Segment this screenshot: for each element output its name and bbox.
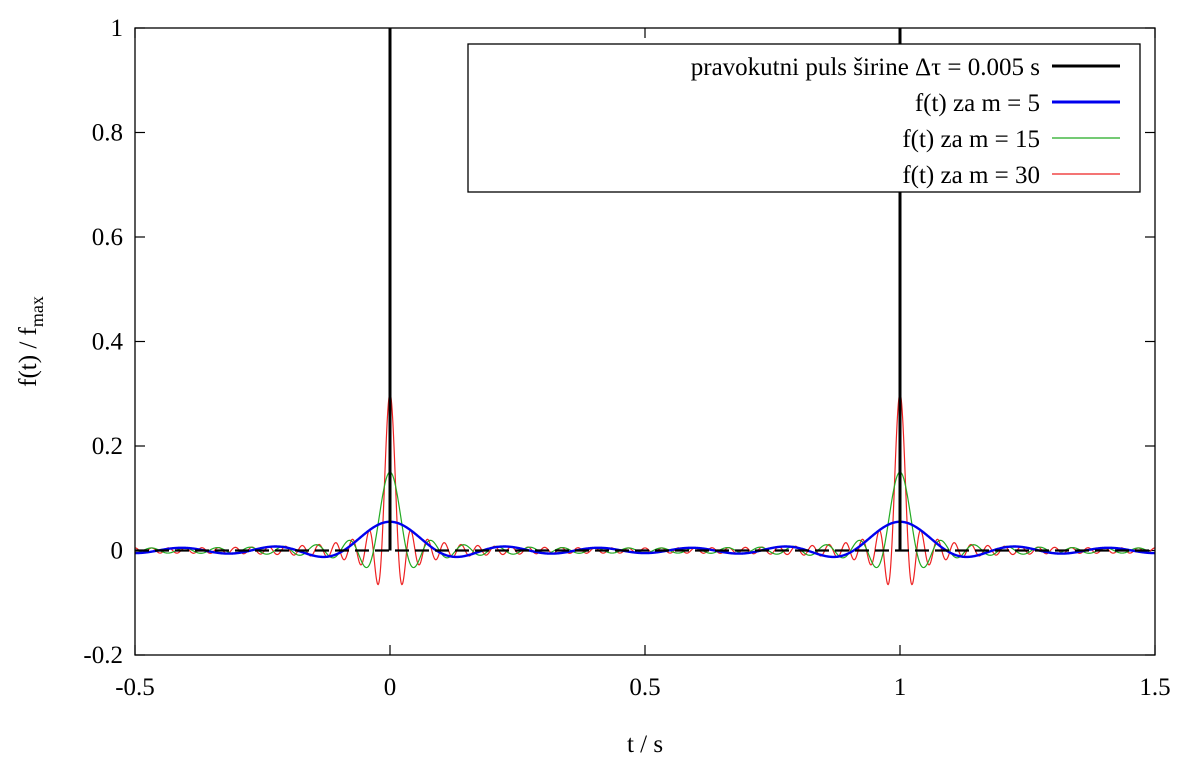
x-tick-label: 0 — [384, 674, 397, 701]
rect-pulse-bar — [388, 28, 392, 551]
x-tick-label: 0.5 — [629, 674, 660, 701]
y-tick-label: 0.2 — [92, 433, 123, 460]
x-tick-label: 1.5 — [1139, 674, 1170, 701]
y-tick-label: 1 — [111, 15, 124, 42]
series-line-m5 — [135, 520, 1155, 559]
legend-label-m30: f(t) za m = 30 — [902, 162, 1040, 189]
y-axis-label-subscript: max — [27, 296, 47, 327]
plot-frame — [134, 27, 1156, 656]
legend-label-rect-pulse: pravokutni puls širine Δτ = 0.005 s — [691, 54, 1040, 81]
x-tick-label: -0.5 — [115, 674, 155, 701]
y-axis-label: f(t) / fmax — [15, 296, 47, 387]
series-line-m30 — [134, 392, 1156, 586]
y-tick-label: 0.8 — [92, 120, 123, 147]
rect-pulse-bar — [898, 28, 902, 551]
legend-label-m15: f(t) za m = 15 — [902, 126, 1040, 153]
legend: pravokutni puls širine Δτ = 0.005 s f(t)… — [467, 43, 1141, 193]
legend-box — [467, 43, 1141, 193]
y-tick-label: 0 — [111, 538, 124, 565]
x-axis-label: t / s — [627, 731, 663, 758]
y-axis-ticks: -0.2 0 0.2 0.4 0.6 0.8 1 — [83, 15, 1155, 669]
plot-series — [134, 28, 1156, 586]
y-tick-label: 0.6 — [92, 224, 123, 251]
y-tick-label: -0.2 — [83, 642, 123, 669]
y-tick-label: 0.4 — [92, 329, 124, 356]
x-tick-label: 1 — [894, 674, 907, 701]
y-axis-label-main: f(t) / f — [15, 326, 42, 386]
x-axis-ticks: -0.5 0 0.5 1 1.5 — [115, 28, 1171, 701]
legend-label-m5: f(t) za m = 5 — [915, 90, 1040, 117]
